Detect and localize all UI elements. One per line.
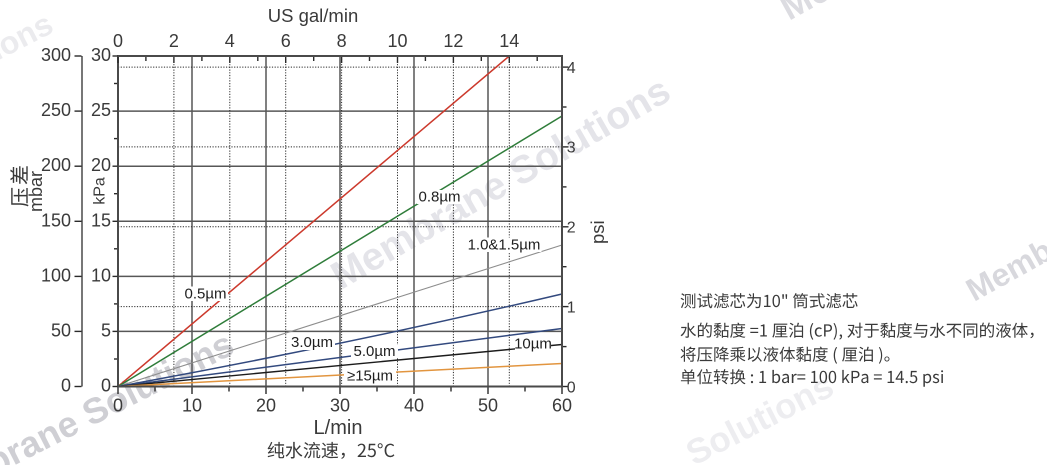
svg-text:0: 0: [113, 31, 123, 51]
svg-text:300: 300: [41, 45, 71, 65]
svg-text:≥15µm: ≥15µm: [347, 368, 393, 385]
svg-text:40: 40: [404, 396, 424, 416]
svg-text:250: 250: [41, 100, 71, 120]
svg-text:20: 20: [91, 155, 111, 175]
svg-text:1.0&1.5µm: 1.0&1.5µm: [468, 237, 541, 254]
svg-text:3: 3: [567, 140, 576, 157]
svg-text:L/min: L/min: [314, 417, 363, 439]
svg-text:4: 4: [567, 60, 576, 77]
svg-text:US gal/min: US gal/min: [268, 5, 358, 26]
svg-text:3.0µm: 3.0µm: [291, 334, 333, 351]
svg-text:30: 30: [91, 45, 111, 65]
svg-text:14: 14: [499, 31, 519, 51]
svg-text:15: 15: [91, 210, 111, 230]
svg-text:0: 0: [101, 376, 111, 396]
svg-text:Membrane Solutions: Membrane Solutions: [0, 5, 59, 180]
svg-text:0.5µm: 0.5µm: [185, 286, 227, 303]
svg-text:0: 0: [113, 396, 123, 416]
svg-text:kPa: kPa: [92, 177, 109, 205]
svg-text:Membrane Solutions: Membrane Solutions: [0, 323, 240, 465]
svg-text:0: 0: [61, 376, 71, 396]
svg-text:150: 150: [41, 210, 71, 230]
svg-text:2: 2: [567, 220, 576, 237]
svg-text:12: 12: [443, 31, 463, 51]
svg-text:Membrane Solutions: Membrane Solutions: [773, 0, 1047, 28]
svg-text:10: 10: [91, 265, 111, 285]
svg-text:2: 2: [169, 31, 179, 51]
svg-text:mbar: mbar: [26, 171, 46, 212]
svg-text:5: 5: [101, 320, 111, 340]
svg-text:0: 0: [567, 379, 576, 396]
svg-text:60: 60: [552, 396, 572, 416]
svg-text:10: 10: [387, 31, 407, 51]
svg-text:50: 50: [478, 396, 498, 416]
svg-text:1: 1: [567, 299, 576, 316]
svg-text:Membrane Solutions: Membrane Solutions: [324, 69, 678, 298]
svg-text:5.0µm: 5.0µm: [354, 343, 396, 360]
svg-text:Membrane Solutions: Membrane Solutions: [960, 124, 1047, 308]
svg-text:30: 30: [330, 396, 350, 416]
svg-text:6: 6: [281, 31, 291, 51]
svg-text:Solutions: Solutions: [680, 366, 840, 465]
svg-text:25: 25: [91, 100, 111, 120]
svg-text:4: 4: [225, 31, 235, 51]
svg-text:20: 20: [256, 396, 276, 416]
svg-text:10: 10: [182, 396, 202, 416]
svg-text:50: 50: [51, 320, 71, 340]
svg-text:0.8µm: 0.8µm: [419, 189, 461, 206]
svg-text:200: 200: [41, 155, 71, 175]
svg-text:10µm: 10µm: [514, 336, 552, 353]
svg-text:8: 8: [337, 31, 347, 51]
svg-text:psi: psi: [587, 220, 608, 244]
svg-text:100: 100: [41, 265, 71, 285]
